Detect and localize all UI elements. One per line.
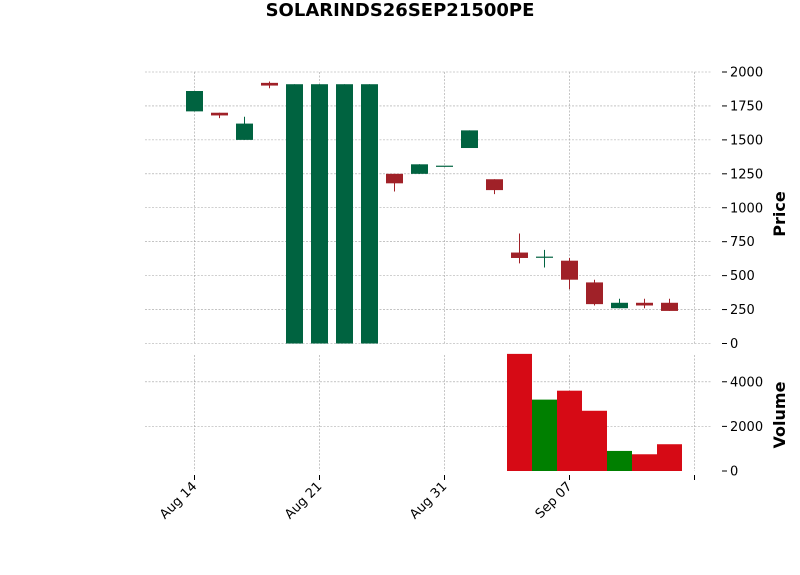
x-tick-label: Aug 21 bbox=[282, 479, 325, 522]
price-y-axis: 0 250 500 750 1000 1250 1500 1750 2000 bbox=[722, 66, 763, 352]
candle bbox=[336, 84, 353, 344]
volume-grid bbox=[145, 355, 712, 471]
x-tick-label: Aug 31 bbox=[407, 479, 450, 522]
candle bbox=[411, 164, 428, 174]
candle bbox=[361, 84, 378, 344]
candle-body bbox=[486, 179, 503, 191]
candle-body bbox=[311, 84, 328, 344]
chart-title: SOLARINDS26SEP21500PE bbox=[265, 0, 535, 21]
volume-bar bbox=[507, 353, 532, 471]
candle bbox=[436, 165, 453, 167]
price-tick-label: 250 bbox=[730, 303, 755, 318]
price-axis-label: Price bbox=[770, 191, 789, 237]
volume-tick-label: 0 bbox=[730, 465, 738, 480]
candle-body bbox=[636, 302, 653, 306]
volume-axis-label: Volume bbox=[770, 381, 789, 448]
candle bbox=[536, 249, 553, 268]
candle-body bbox=[236, 123, 253, 140]
candle-body bbox=[411, 164, 428, 174]
volume-tick-label: 4000 bbox=[730, 375, 763, 390]
price-tick-label: 1500 bbox=[730, 133, 763, 148]
x-tick-label: Aug 14 bbox=[157, 479, 200, 522]
candle-body bbox=[211, 112, 228, 116]
candle-body bbox=[586, 282, 603, 305]
candle-body bbox=[361, 84, 378, 344]
candle bbox=[586, 279, 603, 306]
volume-tick-label: 2000 bbox=[730, 420, 763, 435]
price-grid bbox=[145, 71, 712, 344]
volume-bar bbox=[632, 454, 657, 471]
candle-body bbox=[536, 256, 553, 258]
candle bbox=[186, 91, 203, 112]
price-tick-label: 0 bbox=[730, 337, 738, 352]
candle bbox=[311, 84, 328, 344]
candle bbox=[561, 257, 578, 290]
candle bbox=[611, 298, 628, 309]
candle-body bbox=[611, 302, 628, 309]
candle-body bbox=[661, 302, 678, 311]
candle-body bbox=[461, 130, 478, 149]
volume-bars bbox=[507, 353, 682, 471]
volume-bar bbox=[557, 390, 582, 471]
candle-body bbox=[561, 260, 578, 280]
candle-body bbox=[286, 84, 303, 344]
candle-body bbox=[261, 82, 278, 86]
price-tick-label: 1250 bbox=[730, 167, 763, 182]
price-tick-label: 1750 bbox=[730, 99, 763, 114]
candle-body bbox=[511, 252, 528, 258]
candle bbox=[386, 173, 403, 192]
x-axis: Aug 14 Aug 21 Aug 31 Sep 07 bbox=[157, 475, 695, 522]
volume-bar bbox=[607, 450, 632, 471]
volume-bar bbox=[582, 410, 607, 471]
candle bbox=[636, 298, 653, 309]
volume-bar bbox=[532, 399, 557, 471]
candle bbox=[286, 84, 303, 344]
candle bbox=[661, 298, 678, 311]
price-tick-label: 750 bbox=[730, 235, 755, 250]
price-candles bbox=[186, 81, 678, 344]
candle bbox=[211, 112, 228, 119]
candle bbox=[261, 81, 278, 89]
x-tick-label: Sep 07 bbox=[533, 479, 576, 522]
candle bbox=[511, 233, 528, 264]
candle-body bbox=[386, 173, 403, 184]
candle-body bbox=[436, 165, 453, 167]
candle bbox=[236, 116, 253, 140]
candle bbox=[486, 179, 503, 195]
candle-body bbox=[186, 91, 203, 112]
volume-bar bbox=[657, 444, 682, 471]
price-tick-label: 500 bbox=[730, 269, 755, 284]
volume-y-axis: 0 2000 4000 bbox=[722, 375, 763, 480]
price-tick-label: 2000 bbox=[730, 66, 763, 81]
price-tick-label: 1000 bbox=[730, 201, 763, 216]
candle bbox=[461, 130, 478, 149]
candle-body bbox=[336, 84, 353, 344]
